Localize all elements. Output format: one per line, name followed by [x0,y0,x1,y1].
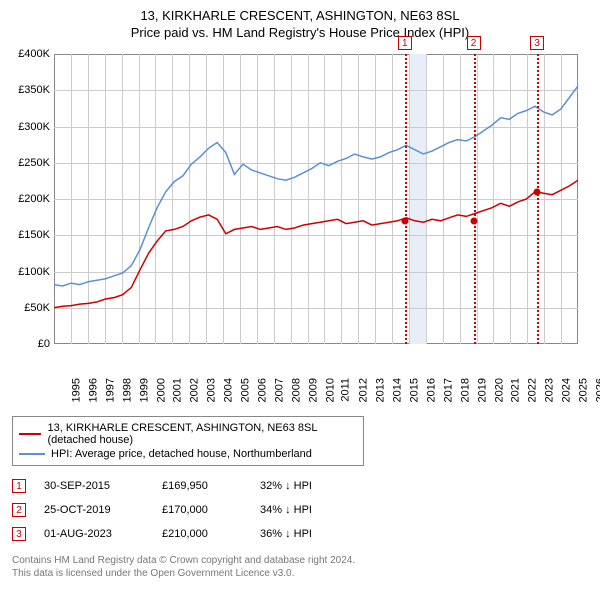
x-axis-label: 2023 [544,378,556,402]
x-axis-label: 2000 [155,378,167,402]
legend-item: HPI: Average price, detached house, Nort… [19,447,357,461]
event-price: £210,000 [162,528,242,540]
x-axis-label: 2021 [510,378,522,402]
x-axis-label: 2006 [256,378,268,402]
chart-area: £0£50K£100K£150K£200K£250K£300K£350K£400… [12,48,588,378]
x-axis-label: 2016 [425,378,437,402]
event-row: 3 01-AUG-2023 £210,000 36% ↓ HPI [12,522,588,546]
x-axis-label: 2004 [223,378,235,402]
event-price: £169,950 [162,480,242,492]
event-number-box: 1 [12,479,26,493]
x-axis-label: 2014 [392,378,404,402]
x-axis-label: 2010 [324,378,336,402]
event-diff: 34% ↓ HPI [260,504,340,516]
x-axis-label: 2011 [340,378,352,402]
x-axis-label: 2015 [409,378,421,402]
event-marker-box: 2 [467,36,481,50]
x-axis-label: 2005 [240,378,252,402]
legend-label: HPI: Average price, detached house, Nort… [51,448,312,460]
x-axis-label: 2008 [290,378,302,402]
event-diff: 36% ↓ HPI [260,528,340,540]
x-axis-label: 2025 [578,378,590,402]
x-axis-label: 2009 [307,378,319,402]
event-table: 1 30-SEP-2015 £169,950 32% ↓ HPI 2 25-OCT-201… [12,474,588,546]
series-svg [12,48,588,378]
series-hpi [54,86,578,286]
event-marker-line [537,54,539,344]
event-row: 2 25-OCT-2019 £170,000 34% ↓ HPI [12,498,588,522]
x-axis-label: 2007 [273,378,285,402]
x-axis-label: 1997 [104,378,116,402]
series-property [54,180,578,308]
event-data-point [470,217,477,224]
x-axis-label: 2001 [172,378,184,402]
legend-label: 13, KIRKHARLE CRESCENT, ASHINGTON, NE63 … [47,422,357,446]
x-axis-label: 1999 [138,378,150,402]
event-diff: 32% ↓ HPI [260,480,340,492]
event-price: £170,000 [162,504,242,516]
legend: 13, KIRKHARLE CRESCENT, ASHINGTON, NE63 … [12,416,364,466]
legend-item: 13, KIRKHARLE CRESCENT, ASHINGTON, NE63 … [19,421,357,447]
x-axis-label: 2017 [442,378,454,402]
x-axis-label: 2018 [459,378,471,402]
event-date: 01-AUG-2023 [44,528,144,540]
event-marker-box: 3 [530,36,544,50]
x-axis-label: 2022 [527,378,539,402]
chart-subtitle: Price paid vs. HM Land Registry's House … [12,25,588,40]
x-axis-label: 2012 [358,378,370,402]
chart-title: 13, KIRKHARLE CRESCENT, ASHINGTON, NE63 … [12,8,588,23]
footer-line-2: This data is licensed under the Open Gov… [12,567,588,580]
event-data-point [534,188,541,195]
event-row: 1 30-SEP-2015 £169,950 32% ↓ HPI [12,474,588,498]
event-date: 25-OCT-2019 [44,504,144,516]
x-axis-label: 2024 [561,378,573,402]
x-axis-label: 2013 [375,378,387,402]
legend-swatch [19,453,45,455]
x-axis-label: 2003 [206,378,218,402]
footer-line-1: Contains HM Land Registry data © Crown c… [12,554,588,567]
x-axis-label: 1998 [121,378,133,402]
event-marker-box: 1 [398,36,412,50]
event-number-box: 3 [12,527,26,541]
x-axis-label: 2026 [594,378,600,402]
footer-attribution: Contains HM Land Registry data © Crown c… [12,554,588,580]
x-axis-label: 2002 [189,378,201,402]
event-marker-line [405,54,407,344]
legend-swatch [19,433,41,435]
x-axis-label: 2020 [493,378,505,402]
event-data-point [401,217,408,224]
event-number-box: 2 [12,503,26,517]
x-axis-label: 1995 [70,378,82,402]
event-marker-line [474,54,476,344]
x-axis-label: 2019 [476,378,488,402]
event-date: 30-SEP-2015 [44,480,144,492]
x-axis-label: 1996 [87,378,99,402]
